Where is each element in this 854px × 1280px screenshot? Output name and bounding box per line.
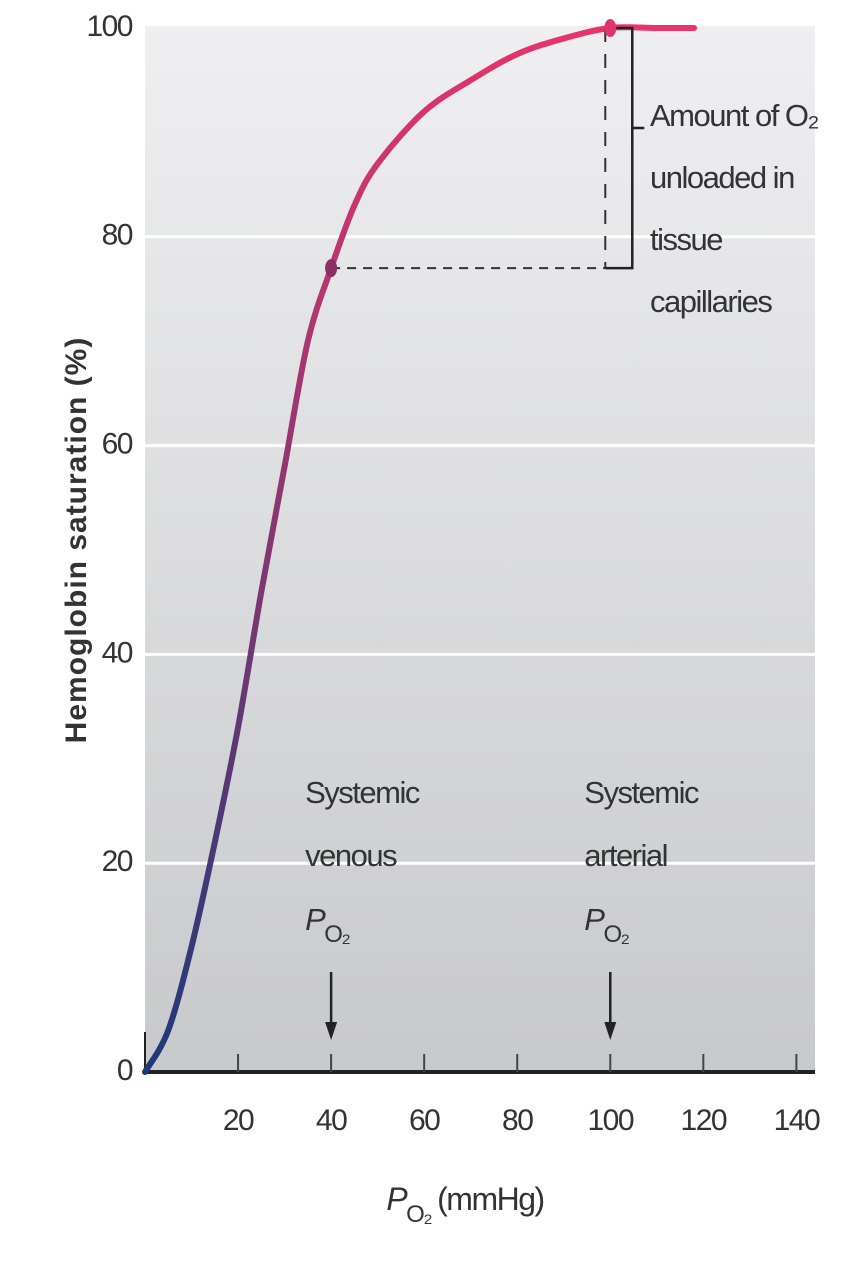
y-tick-label: 60 [102,428,133,461]
x-tick-label: 80 [502,1104,533,1137]
plot-background [145,26,815,1072]
bracket-label: capillaries [650,284,772,319]
x-tick-label: 120 [681,1104,727,1137]
annotation-line: Systemic [584,775,699,810]
annotation-line: Systemic [305,775,420,810]
y-axis-label: Hemoglobin saturation (%) [60,337,93,744]
subscript: O₂ [603,921,629,948]
y-tick-label: 0 [117,1054,133,1087]
saturation-curve [142,24,698,1075]
x-tick-label: 60 [409,1104,440,1137]
x-axis-label: PO₂ (mmHg) [386,1181,543,1228]
annotation-line: arterial [584,838,667,873]
y-tick-label: 40 [102,636,133,669]
x-tick-label: 20 [223,1104,254,1137]
reference-point [604,19,617,37]
bracket-label: Amount of O₂ [650,98,819,133]
x-tick-label: 100 [587,1104,633,1137]
y-tick-label: 20 [102,845,133,878]
x-tick-label: 40 [316,1104,347,1137]
x-label-symbol: P [386,1181,408,1217]
arrow-head [325,1022,338,1040]
x-label-subscript: O₂ [406,1201,432,1228]
y-tick-label: 80 [102,219,133,252]
y-tick-label: 100 [86,10,132,43]
annotation-line: venous [305,838,397,873]
subscript: O₂ [324,921,350,948]
symbol: P [584,902,605,937]
annotation-symbol: PO₂ [305,902,350,948]
bracket [605,26,645,270]
symbol: P [305,902,326,937]
x-label-unit: (mmHg) [437,1181,544,1217]
bracket-label: tissue [650,222,722,257]
bracket-label: unloaded in [650,160,794,195]
x-tick-label: 140 [774,1104,820,1137]
reference-point [325,259,338,278]
annotation-symbol: PO₂ [584,902,629,948]
plot: 0 20 40 60 80 100 20 40 60 80 100 120 140 Amount of O… [86,10,821,1137]
arrow-head [604,1022,617,1040]
